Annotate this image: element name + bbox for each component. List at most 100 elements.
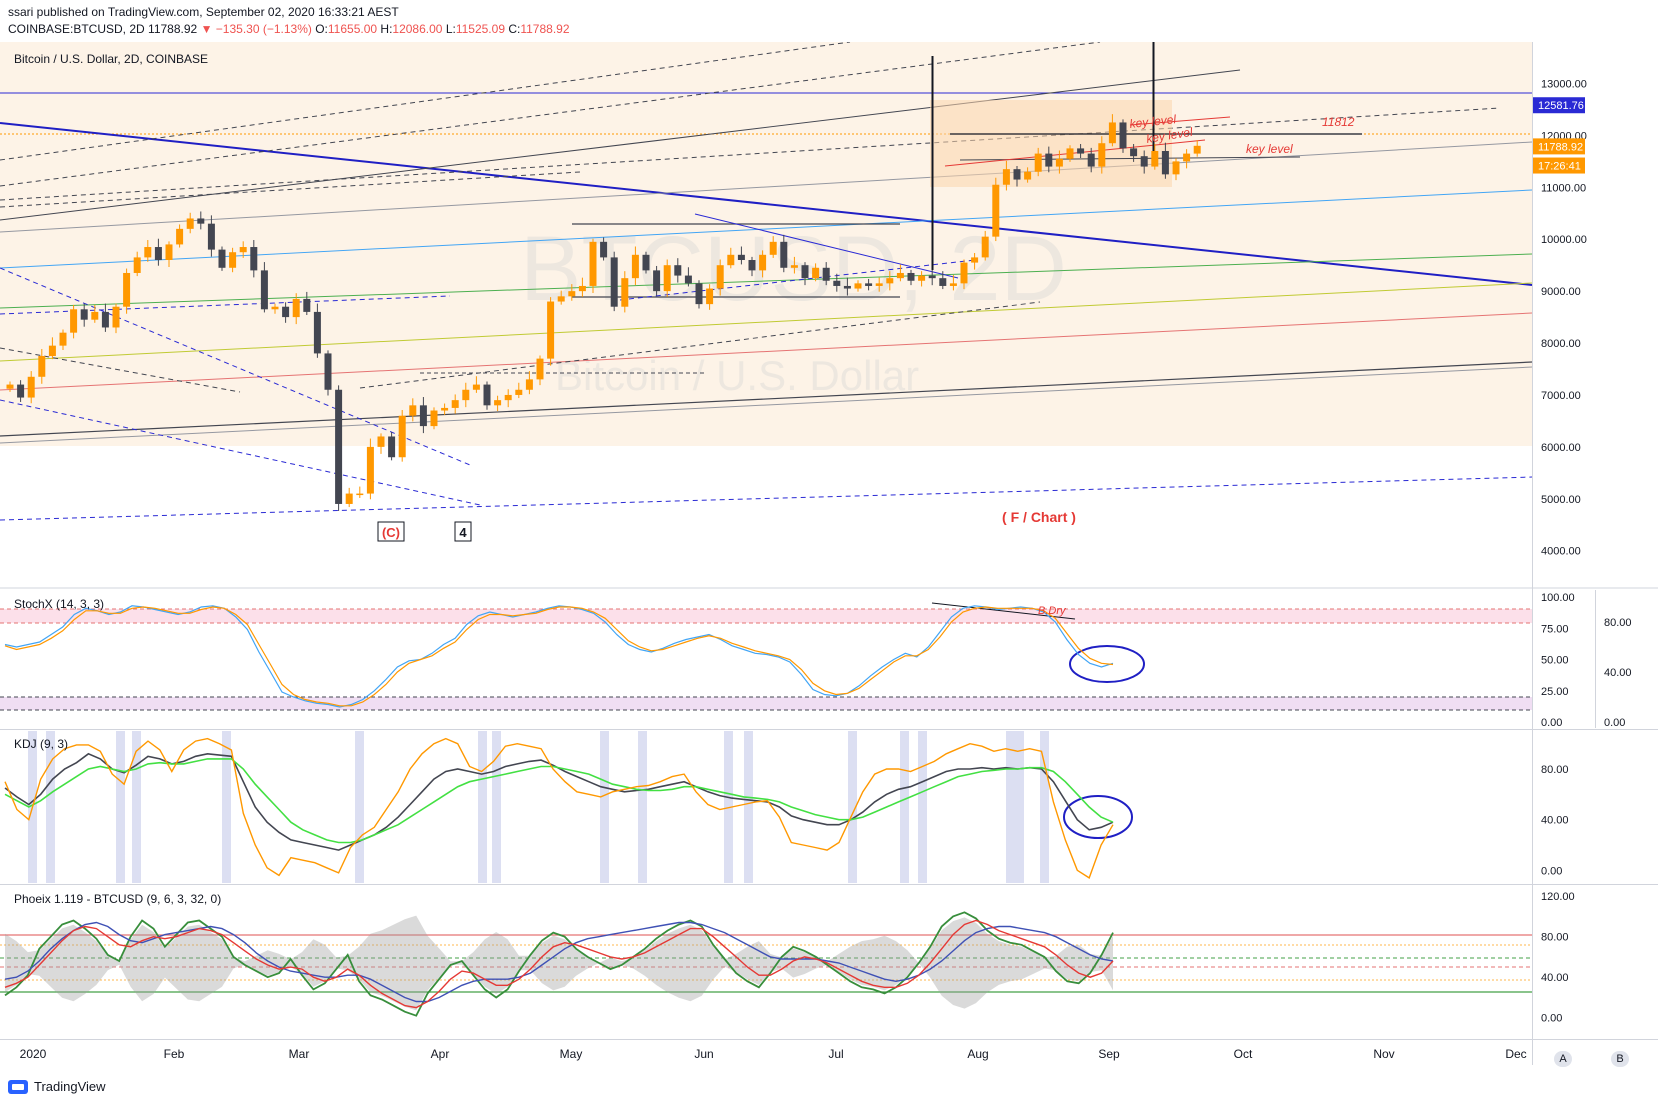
price-tag-label: 12581.76 [1538,100,1584,112]
candle-body [812,267,820,279]
trend-drawings[interactable] [0,42,1532,521]
candle-body [918,275,926,281]
time-tick-label: May [560,1047,583,1061]
candle-body [780,241,788,268]
secondary-tick-label: 40.00 [1604,667,1632,679]
candle-body [154,247,162,260]
dashed-fan-4[interactable] [0,171,581,208]
indicator-series-line [4,737,1114,879]
highlight-ellipse[interactable] [1069,645,1145,683]
stoch-lines [4,605,1114,708]
indicator-series-line [4,605,1114,708]
candle-body [547,301,555,359]
phoeix-pane[interactable] [0,886,1532,1038]
wave-label-box [377,521,405,542]
lime-channel-line[interactable] [0,282,1532,362]
level-11812-label: 11812 [1322,115,1355,129]
price-tag [1533,97,1585,114]
time-tick-label: Jun [694,1047,713,1061]
indicator-tick-label: 0.00 [1541,717,1562,729]
candle-body [260,270,268,310]
candle-body [727,254,735,266]
candle-body [91,311,99,320]
base-trend-line-2[interactable] [0,366,1532,444]
highlight-ellipse[interactable] [1063,795,1133,839]
price-axis[interactable]: 4000.00 5000.00 6000.00 7000.00 8000.00 9000.… [1541,79,1587,558]
candle-body [578,285,586,292]
indicator-tick-label: 40.00 [1541,815,1569,827]
indicator-tick-label: 40.00 [1541,972,1569,984]
key-level-label: key level [1246,142,1293,156]
wedge-upper[interactable] [694,213,959,279]
base-trend-line[interactable] [0,361,1532,437]
phoeix-title: Phoeix 1.119 - BTCUSD (9, 6, 3, 32, 0) [14,892,221,906]
candle-body [525,379,533,390]
indicator-series-line [4,606,1114,707]
dashed-fan-1[interactable] [0,42,851,161]
open-value: 11655.00 [327,22,378,36]
candle-body [197,218,205,224]
candle-body [1024,171,1032,180]
indicator-tick-label: 80.00 [1541,932,1569,944]
candle-body [324,353,332,390]
price-tag [1533,157,1585,174]
red-short-line[interactable] [1129,116,1231,126]
indicator-series-line [4,921,1114,1003]
indicator-series-line [4,911,1114,1017]
candle-body [769,241,777,255]
dashed-fan-2[interactable] [0,42,1101,187]
candle-body [101,311,109,328]
dashed-trend-left[interactable] [0,347,241,393]
wedge-lower[interactable] [619,259,976,301]
low-label: L: [445,22,456,36]
blue-dashed-line[interactable] [0,399,481,506]
candle-body [557,296,565,302]
candle-body [1130,148,1138,157]
price-tick-label: 6000.00 [1541,442,1581,454]
candle-body [123,272,131,307]
candle-body [112,306,120,328]
candle-body [1119,122,1127,149]
red-channel-line[interactable] [0,312,1532,391]
price-tag [1533,138,1585,155]
auto-scale-button[interactable]: A [1554,1051,1572,1067]
log-scale-button[interactable]: B [1611,1051,1629,1067]
candle-body [833,280,841,286]
down-arrow-icon: ▼ [200,22,213,36]
dashed-fan-3[interactable] [0,107,1501,201]
candle-body [70,309,78,333]
candle-body [939,278,947,286]
price-tick-label: 10000.00 [1541,234,1587,246]
indicator-tick-label: 80.00 [1541,764,1569,776]
major-downtrend-line[interactable] [0,122,1532,286]
green-channel-line[interactable] [0,253,1532,309]
key-level-line-2[interactable] [959,156,1301,161]
candle-body [144,247,152,258]
red-rising-line[interactable] [944,139,1206,167]
price-tags: 12581.76 11788.92 17:26:41 [1533,97,1585,174]
price-tick-label: 4000.00 [1541,546,1581,558]
time-axis[interactable]: 2020 Feb Mar Apr May Jun Jul Aug Sep Oct Nov Dec [20,1047,1527,1061]
candle-body [1055,158,1063,167]
candle-body [631,254,639,279]
candle-body [515,389,523,395]
candle-body [398,415,406,458]
indicator-tick-label: 25.00 [1541,686,1569,698]
consolidation-box[interactable] [930,100,1172,187]
candle-body [419,405,427,427]
indicator-tick-label: 120.00 [1541,891,1575,903]
candle-body [875,283,883,286]
candle-body [133,257,141,273]
price-tag-label: 17:26:41 [1538,161,1581,173]
dashed-trend-mid[interactable] [359,301,1041,389]
phoeix-axis: 120.00 80.00 40.00 0.00 [1541,891,1575,1025]
secondary-tick-label: 80.00 [1604,617,1632,629]
f-chart-label: ( F / Chart ) [1002,509,1076,525]
blue-dashed-support[interactable] [0,476,1532,521]
candle-body [737,254,745,260]
candle-body [971,257,979,263]
price-tick-label: 11000.00 [1541,182,1586,194]
tradingview-logo[interactable]: TradingView [8,1079,106,1094]
price-tag-label: 11788.92 [1538,141,1583,153]
